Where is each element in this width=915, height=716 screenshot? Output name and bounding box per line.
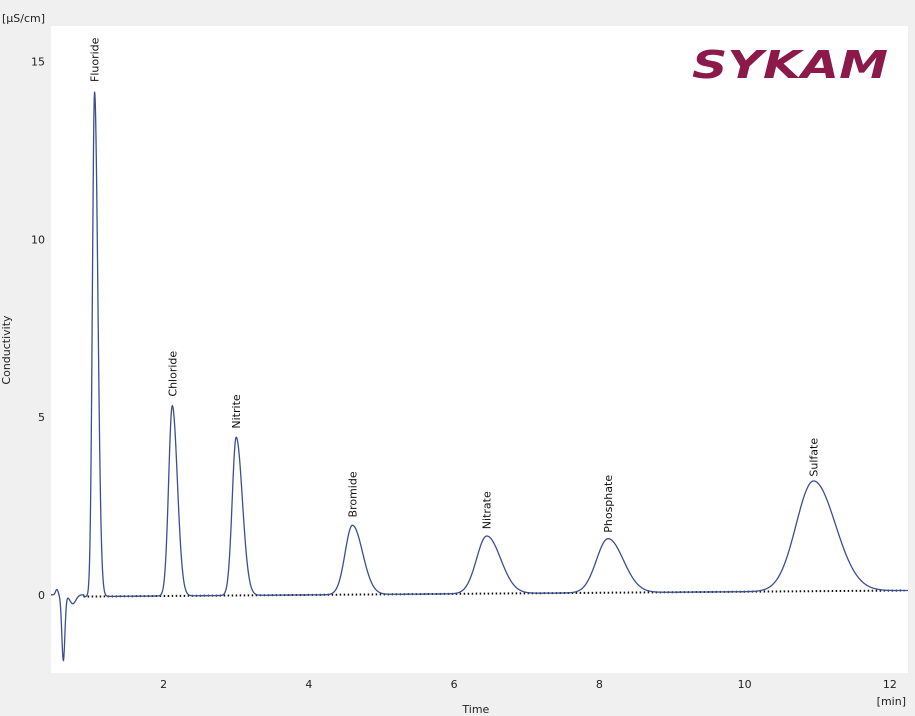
peak-label-chloride: Chloride (166, 351, 179, 397)
x-tick-label: 8 (596, 678, 603, 691)
conductivity-series-line (51, 91, 908, 662)
peak-label-bromide: Bromide (346, 471, 359, 517)
plot-area (51, 26, 908, 673)
x-tick-label: 10 (738, 678, 752, 691)
x-axis-ticks: 2 4 6 8 10 12 (160, 678, 897, 691)
logo-text: SYKAM (692, 43, 888, 87)
x-axis-title: Time (461, 703, 489, 716)
x-tick-label: 6 (451, 678, 458, 691)
y-axis-unit: [µS/cm] (2, 12, 45, 25)
x-tick-label: 2 (160, 678, 167, 691)
peak-label-fluoride: Fluoride (89, 37, 102, 82)
y-tick-label: 15 (31, 56, 45, 69)
peak-label-sulfate: Sulfate (808, 438, 821, 477)
y-tick-label: 5 (38, 411, 45, 424)
x-tick-label: 12 (883, 678, 897, 691)
y-axis-ticks: 0 5 10 15 (31, 56, 45, 602)
y-axis-title: Conductivity (0, 315, 13, 385)
y-tick-label: 10 (31, 233, 45, 246)
peak-label-phosphate: Phosphate (602, 475, 615, 533)
peak-label-nitrate: Nitrate (481, 491, 494, 529)
y-tick-label: 0 (38, 589, 45, 602)
sykam-logo: SYKAM (692, 43, 888, 87)
x-axis-unit: [min] (877, 695, 906, 708)
peak-labels: Fluoride Chloride Nitrite Bromide Nitrate Pho… (89, 37, 821, 532)
x-tick-label: 4 (305, 678, 312, 691)
peak-label-nitrite: Nitrite (230, 394, 243, 428)
